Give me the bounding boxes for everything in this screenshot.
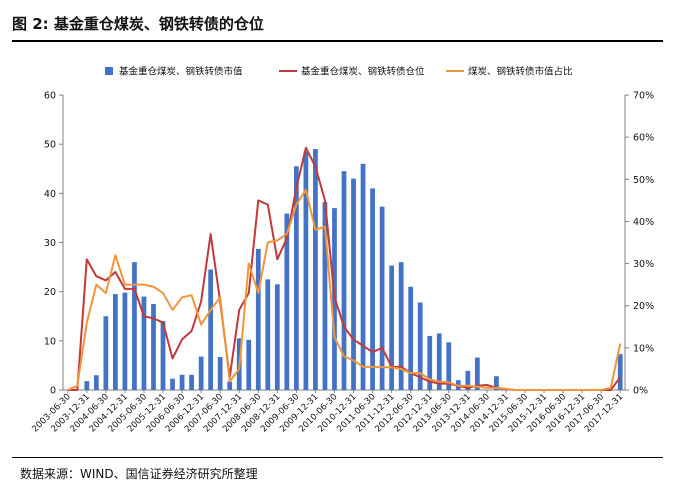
figure-title: 图 2: 基金重仓煤炭、钢铁转债的仓位 [12, 15, 264, 33]
bar [160, 321, 166, 390]
bar [255, 248, 261, 390]
bar [293, 166, 299, 390]
legend: 基金重仓煤炭、钢铁转债市值 基金重仓煤炭、钢铁转债仓位 煤炭、钢铁转债市值占比 [105, 66, 573, 78]
right-tick-label: 50% [633, 175, 654, 186]
bar [217, 357, 223, 390]
bar [389, 265, 395, 390]
left-tick-label: 60 [44, 91, 56, 102]
chart-area: 基金重仓煤炭、钢铁转债市值 基金重仓煤炭、钢铁转债仓位 煤炭、钢铁转债市值占比 0 1… [30, 66, 654, 435]
left-tick-label: 50 [44, 140, 56, 151]
bar [313, 149, 318, 390]
left-tick-label: 10 [44, 336, 56, 347]
bar [122, 292, 128, 390]
bar [370, 188, 375, 390]
right-tick-label: 0% [633, 386, 648, 397]
bar [417, 302, 423, 390]
bar [113, 294, 118, 390]
figure-header: 图 2: 基金重仓煤炭、钢铁转债的仓位 [12, 7, 662, 39]
bar [189, 374, 194, 390]
legend-swatch-bar [105, 67, 113, 75]
bar [351, 178, 356, 390]
bar-series [84, 149, 623, 390]
bar [103, 316, 109, 390]
bar [208, 269, 214, 390]
bar [132, 262, 137, 390]
bar [274, 284, 280, 390]
bar [360, 163, 366, 390]
left-tick-label: 40 [44, 189, 56, 200]
bar [227, 381, 233, 390]
share-line [67, 188, 622, 391]
bar [265, 279, 271, 390]
bar [398, 262, 404, 390]
legend-label: 煤炭、钢铁转债市值占比 [468, 66, 573, 78]
right-tick-label: 30% [633, 259, 654, 270]
line-series [67, 146, 622, 391]
bar [427, 335, 433, 390]
right-tick-label: 10% [633, 343, 654, 354]
right-tick-label: 60% [633, 133, 654, 144]
bar [465, 370, 471, 390]
bar [494, 376, 499, 390]
legend-label: 基金重仓煤炭、钢铁转债市值 [119, 66, 243, 78]
bar [246, 339, 252, 390]
data-source-note: 数据来源：WIND、国信证券经济研究所整理 [20, 467, 258, 481]
right-tick-label: 40% [633, 217, 654, 228]
bar [84, 381, 90, 390]
bar [446, 342, 452, 390]
bar [474, 357, 480, 390]
top-divider [12, 40, 663, 42]
bar [151, 303, 156, 390]
left-tick-label: 30 [44, 238, 56, 249]
bar [436, 333, 442, 390]
left-tick-label: 0 [50, 386, 56, 397]
bar [170, 378, 175, 390]
bar [179, 374, 185, 390]
bar [408, 286, 414, 390]
bar [141, 296, 147, 390]
right-tick-label: 20% [633, 301, 654, 312]
bar [341, 171, 347, 390]
bar [322, 202, 328, 390]
bar [284, 213, 290, 390]
right-tick-label: 70% [633, 91, 654, 102]
bar [198, 356, 204, 390]
legend-label: 基金重仓煤炭、钢铁转债仓位 [301, 66, 425, 78]
bottom-divider [12, 457, 663, 458]
bar [93, 375, 99, 390]
bar [617, 354, 623, 390]
bar [379, 206, 385, 390]
bar [303, 151, 309, 390]
left-tick-label: 20 [44, 287, 56, 298]
